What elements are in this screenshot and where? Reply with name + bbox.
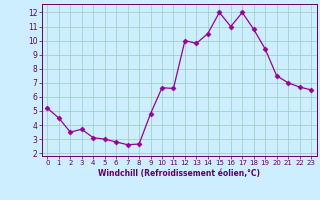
X-axis label: Windchill (Refroidissement éolien,°C): Windchill (Refroidissement éolien,°C) bbox=[98, 169, 260, 178]
